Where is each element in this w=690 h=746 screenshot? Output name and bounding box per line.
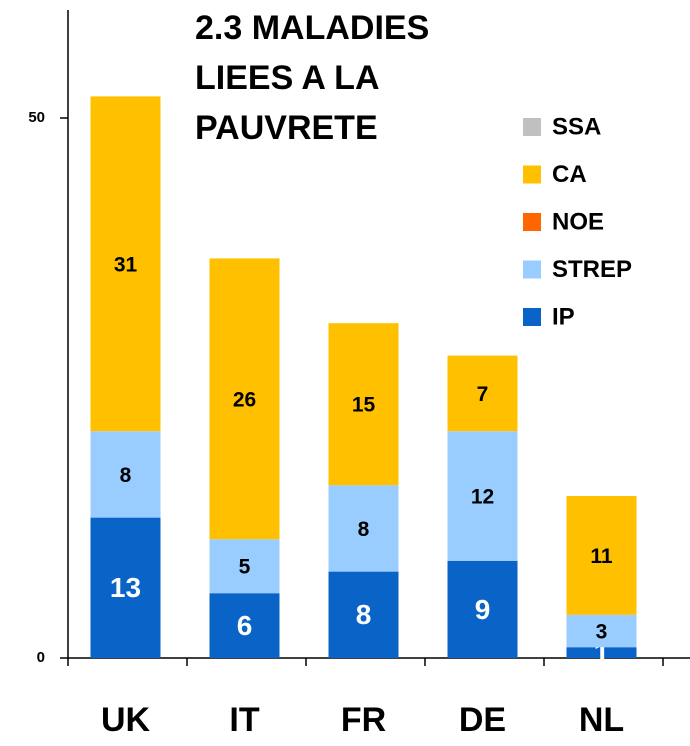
data-label: 8 <box>120 464 132 487</box>
x-tick-label: UK <box>101 701 151 739</box>
legend-swatch <box>523 165 541 184</box>
title-line: PAUVRETE <box>195 109 378 147</box>
data-label: 3 <box>596 621 608 644</box>
title-line: 2.3 MALADIES <box>195 9 429 47</box>
bar-segment <box>328 323 399 486</box>
legend-swatch <box>523 308 541 326</box>
legend-label: STREP <box>552 256 632 283</box>
chart-title: 2.3 MALADIES LIEES A LA PAUVRETE <box>195 9 429 147</box>
data-label: 6 <box>237 610 253 641</box>
bar-segment <box>447 431 518 561</box>
data-label: 15 <box>352 394 376 417</box>
legend-label: NOE <box>552 208 604 235</box>
data-label: 12 <box>471 486 494 509</box>
data-label: 9 <box>475 594 491 625</box>
data-label: 13 <box>110 572 141 603</box>
bar-segment <box>209 539 280 594</box>
bar-segment <box>566 647 637 658</box>
data-label: 31 <box>114 253 138 276</box>
bar-segment <box>447 560 518 658</box>
legend-label: SSA <box>552 113 601 140</box>
data-label: 8 <box>356 599 372 630</box>
bar-segment <box>90 517 161 658</box>
data-label: 7 <box>477 383 489 406</box>
data-label: 8 <box>358 518 370 541</box>
x-tick-label: FR <box>341 701 386 739</box>
x-tick-label: IT <box>229 701 259 739</box>
x-tick-label: NL <box>579 701 624 739</box>
title-line: LIEES A LA <box>195 59 380 97</box>
bar-segment <box>209 258 280 540</box>
bar-segment <box>447 355 518 432</box>
bar-segment <box>90 431 161 518</box>
bar-segment <box>566 614 637 648</box>
data-label: 5 <box>239 556 251 579</box>
legend-swatch <box>523 260 541 279</box>
bar-segment <box>209 593 280 658</box>
legend-label: CA <box>552 161 587 188</box>
x-tick-label: DE <box>459 701 506 739</box>
bar-segment <box>566 496 637 615</box>
legend-swatch <box>523 118 541 136</box>
data-label: 11 <box>590 545 613 568</box>
legend-swatch <box>523 213 541 231</box>
y-tick-label: 0 <box>37 649 45 666</box>
data-label: 26 <box>233 388 256 411</box>
bar-segment <box>328 571 399 658</box>
y-tick-label: 50 <box>28 109 45 126</box>
bar-segment <box>90 96 161 432</box>
bar-segment <box>328 485 399 572</box>
legend-label: IP <box>552 303 575 330</box>
